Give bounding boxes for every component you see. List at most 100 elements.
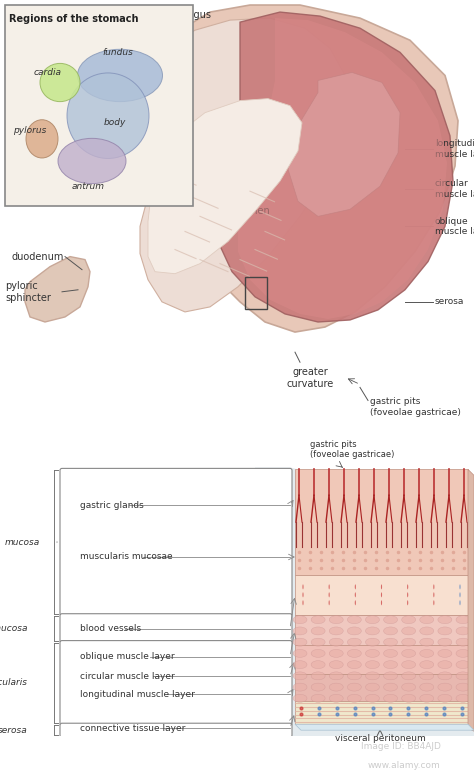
Ellipse shape bbox=[401, 650, 416, 657]
Ellipse shape bbox=[347, 650, 361, 657]
Ellipse shape bbox=[328, 592, 330, 597]
Text: rugae: rugae bbox=[176, 241, 204, 252]
Ellipse shape bbox=[401, 661, 416, 668]
Ellipse shape bbox=[365, 650, 380, 657]
Ellipse shape bbox=[328, 601, 330, 605]
Ellipse shape bbox=[311, 683, 325, 691]
Ellipse shape bbox=[456, 671, 470, 680]
Ellipse shape bbox=[459, 592, 461, 597]
Ellipse shape bbox=[438, 627, 452, 635]
Ellipse shape bbox=[302, 592, 303, 597]
Bar bbox=[295, 675, 468, 701]
Text: alamy: alamy bbox=[28, 745, 99, 765]
Ellipse shape bbox=[456, 627, 470, 635]
Ellipse shape bbox=[78, 49, 163, 101]
Ellipse shape bbox=[293, 694, 307, 703]
Ellipse shape bbox=[456, 650, 470, 657]
Ellipse shape bbox=[311, 671, 325, 680]
Text: circular muscle layer: circular muscle layer bbox=[80, 672, 175, 681]
Ellipse shape bbox=[293, 638, 307, 646]
Ellipse shape bbox=[311, 694, 325, 703]
Ellipse shape bbox=[438, 615, 452, 624]
Ellipse shape bbox=[365, 638, 380, 646]
Ellipse shape bbox=[347, 694, 361, 703]
Bar bbox=[295, 615, 468, 644]
Ellipse shape bbox=[347, 683, 361, 691]
Ellipse shape bbox=[355, 592, 356, 597]
Ellipse shape bbox=[420, 627, 434, 635]
Ellipse shape bbox=[456, 661, 470, 668]
Ellipse shape bbox=[293, 683, 307, 691]
Text: Image ID: BB4AJD: Image ID: BB4AJD bbox=[361, 742, 441, 751]
Ellipse shape bbox=[302, 601, 303, 605]
Ellipse shape bbox=[365, 627, 380, 635]
Ellipse shape bbox=[329, 694, 343, 703]
Ellipse shape bbox=[365, 671, 380, 680]
Ellipse shape bbox=[407, 592, 408, 597]
Ellipse shape bbox=[383, 661, 398, 668]
Ellipse shape bbox=[40, 63, 80, 101]
Text: circular
muscle layer: circular muscle layer bbox=[435, 179, 474, 199]
Text: lesser
curvature: lesser curvature bbox=[101, 118, 148, 139]
Ellipse shape bbox=[311, 661, 325, 668]
Ellipse shape bbox=[401, 638, 416, 646]
Polygon shape bbox=[148, 99, 302, 273]
Ellipse shape bbox=[329, 671, 343, 680]
Text: esophagus: esophagus bbox=[158, 10, 211, 43]
FancyBboxPatch shape bbox=[60, 614, 292, 643]
Ellipse shape bbox=[355, 584, 356, 590]
Ellipse shape bbox=[311, 627, 325, 635]
Text: cardia: cardia bbox=[34, 68, 62, 77]
Polygon shape bbox=[288, 72, 400, 217]
Ellipse shape bbox=[407, 584, 408, 590]
Ellipse shape bbox=[355, 601, 356, 605]
Ellipse shape bbox=[401, 694, 416, 703]
Text: gastric glands: gastric glands bbox=[80, 501, 144, 509]
Ellipse shape bbox=[456, 683, 470, 691]
Text: fundus: fundus bbox=[102, 48, 134, 57]
Bar bbox=[245, 277, 267, 309]
Text: oblique
muscle layer: oblique muscle layer bbox=[435, 217, 474, 236]
Polygon shape bbox=[255, 467, 474, 736]
Ellipse shape bbox=[383, 671, 398, 680]
FancyBboxPatch shape bbox=[60, 468, 292, 615]
FancyBboxPatch shape bbox=[60, 723, 292, 737]
Polygon shape bbox=[125, 5, 458, 332]
Ellipse shape bbox=[433, 592, 434, 597]
Ellipse shape bbox=[438, 671, 452, 680]
Ellipse shape bbox=[293, 615, 307, 624]
Text: body: body bbox=[104, 118, 126, 127]
Ellipse shape bbox=[26, 120, 58, 158]
Ellipse shape bbox=[401, 615, 416, 624]
Text: submucosa: submucosa bbox=[0, 624, 28, 633]
Ellipse shape bbox=[347, 627, 361, 635]
Text: serosa: serosa bbox=[0, 726, 28, 735]
Ellipse shape bbox=[347, 638, 361, 646]
Ellipse shape bbox=[329, 661, 343, 668]
Ellipse shape bbox=[311, 650, 325, 657]
Ellipse shape bbox=[401, 627, 416, 635]
Text: gastric pits
(foveolae gastricae): gastric pits (foveolae gastricae) bbox=[310, 440, 394, 460]
Text: mucosa: mucosa bbox=[5, 538, 40, 547]
Text: greater
curvature: greater curvature bbox=[286, 367, 334, 389]
Polygon shape bbox=[215, 12, 453, 322]
Text: longitudinal muscle layer: longitudinal muscle layer bbox=[80, 690, 195, 699]
Ellipse shape bbox=[438, 638, 452, 646]
Ellipse shape bbox=[293, 661, 307, 668]
Ellipse shape bbox=[347, 671, 361, 680]
Ellipse shape bbox=[311, 638, 325, 646]
Text: connective tissue layer: connective tissue layer bbox=[80, 724, 185, 733]
Ellipse shape bbox=[420, 638, 434, 646]
Bar bbox=[5, 5, 193, 206]
Ellipse shape bbox=[383, 615, 398, 624]
Ellipse shape bbox=[67, 73, 149, 158]
Polygon shape bbox=[140, 18, 348, 312]
Ellipse shape bbox=[329, 638, 343, 646]
Ellipse shape bbox=[401, 671, 416, 680]
Polygon shape bbox=[295, 724, 474, 730]
Ellipse shape bbox=[420, 615, 434, 624]
Ellipse shape bbox=[329, 650, 343, 657]
Text: pyloric
sphincter: pyloric sphincter bbox=[5, 281, 51, 302]
Ellipse shape bbox=[383, 694, 398, 703]
Ellipse shape bbox=[407, 601, 408, 605]
